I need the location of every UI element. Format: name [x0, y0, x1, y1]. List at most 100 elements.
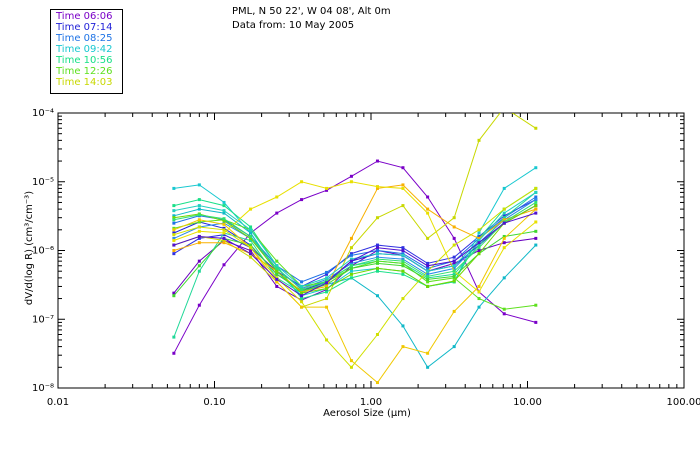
data-point [502, 246, 506, 250]
data-point [401, 257, 405, 261]
data-point [275, 284, 279, 288]
series-line [173, 187, 537, 369]
data-point [375, 259, 379, 263]
data-point [502, 236, 506, 240]
data-point [375, 252, 379, 256]
data-point [452, 255, 456, 259]
data-point [275, 280, 279, 284]
data-point [300, 298, 304, 302]
data-point [477, 243, 481, 247]
data-point [477, 305, 481, 309]
data-point [477, 236, 481, 240]
data-point [502, 276, 506, 280]
data-point [300, 294, 304, 298]
data-point [534, 190, 538, 194]
data-point [172, 221, 176, 225]
data-point [477, 290, 481, 294]
data-point [426, 280, 430, 284]
data-point [197, 229, 201, 233]
legend-item: Time 10:56 [56, 55, 113, 66]
data-point [349, 359, 353, 363]
data-point [197, 183, 201, 187]
data-point [375, 243, 379, 247]
data-point [452, 269, 456, 273]
data-point [325, 281, 329, 285]
legend-item: Time 06:06 [56, 11, 113, 22]
data-point [401, 204, 405, 208]
data-point [222, 241, 226, 245]
data-point [534, 220, 538, 224]
data-point [172, 209, 176, 213]
series-0 [172, 159, 538, 355]
x-tick-label: 0.01 [47, 397, 69, 408]
series-1 [172, 236, 538, 302]
series-line [173, 237, 536, 301]
data-point [172, 204, 176, 208]
data-point [249, 231, 253, 235]
data-point [300, 280, 304, 284]
data-point [300, 297, 304, 301]
data-point [426, 236, 430, 240]
data-point [375, 185, 379, 189]
data-point [325, 297, 329, 301]
data-point [222, 219, 226, 223]
data-point [477, 297, 481, 301]
data-point [349, 252, 353, 256]
data-point [349, 272, 353, 276]
data-point [197, 241, 201, 245]
legend-item: Time 12:26 [56, 66, 113, 77]
data-point [534, 236, 538, 240]
data-point [534, 126, 538, 130]
data-point [452, 279, 456, 283]
legend-item: Time 14:03 [56, 77, 113, 88]
data-point [534, 195, 538, 199]
x-tick-label: 1.00 [360, 397, 382, 408]
y-tick-label: 10⁻⁸ [32, 383, 54, 394]
chart-title: PML, N 50 22', W 04 08', Alt 0m [232, 6, 391, 17]
data-point [534, 303, 538, 307]
data-point [375, 381, 379, 385]
data-point [172, 228, 176, 232]
series-16 [172, 186, 538, 369]
data-point [401, 252, 405, 256]
data-point [275, 266, 279, 270]
data-point [172, 218, 176, 222]
data-point [172, 231, 176, 235]
data-point [325, 186, 329, 190]
data-point [534, 204, 538, 208]
series-20 [172, 211, 538, 298]
data-point [502, 207, 506, 211]
data-point [172, 291, 176, 295]
data-point [502, 218, 506, 222]
series-line [173, 160, 536, 354]
data-point [300, 300, 304, 304]
data-point [325, 287, 329, 291]
data-point [249, 249, 253, 252]
data-point [534, 211, 538, 215]
data-point [275, 264, 279, 268]
y-tick-label: 10⁻⁷ [32, 314, 54, 325]
data-point [477, 228, 481, 232]
data-point [452, 272, 456, 276]
data-point [426, 195, 430, 199]
x-tick-label: 100.00 [667, 397, 700, 408]
data-point [172, 214, 176, 218]
data-point [172, 243, 176, 247]
data-point [477, 241, 481, 245]
data-point [502, 312, 506, 316]
data-point [222, 209, 226, 213]
data-point [401, 272, 405, 276]
data-point [275, 277, 279, 281]
data-point [197, 234, 201, 238]
data-point [222, 238, 226, 242]
data-point [534, 186, 538, 190]
data-point [249, 252, 253, 256]
data-point [401, 297, 405, 301]
data-point [375, 246, 379, 250]
data-point [534, 320, 538, 324]
data-point [452, 216, 456, 220]
y-tick-label: 10⁻⁶ [32, 246, 54, 257]
data-point [249, 234, 253, 238]
data-point [197, 225, 201, 229]
